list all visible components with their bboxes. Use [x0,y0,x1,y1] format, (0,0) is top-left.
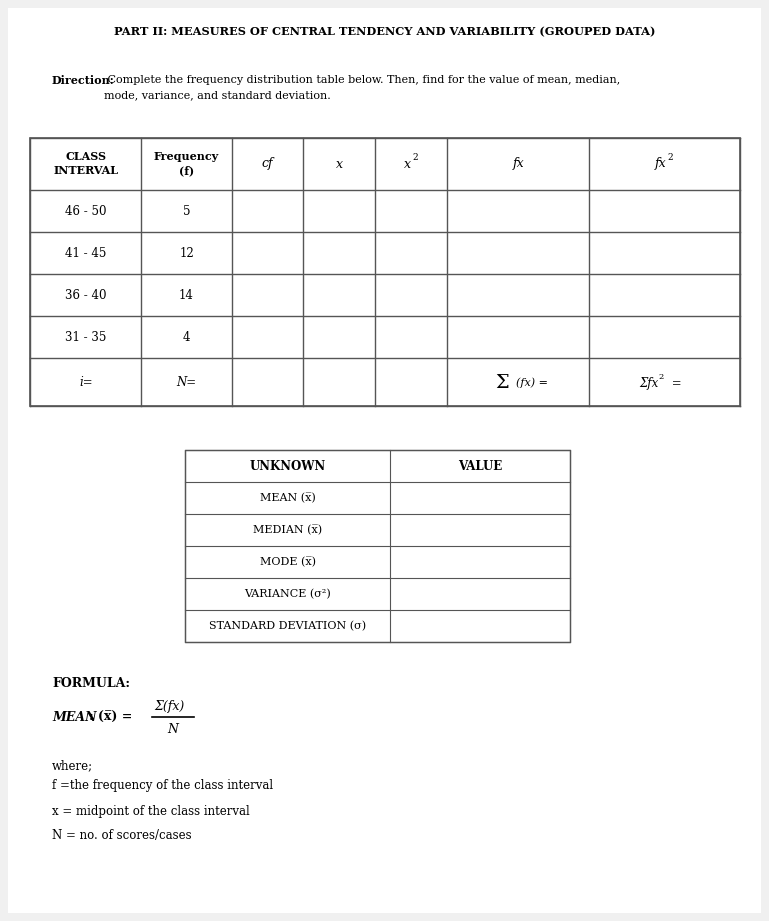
Text: 41 - 45: 41 - 45 [65,247,106,260]
Text: (f): (f) [179,166,194,177]
Text: CLASS: CLASS [65,151,106,162]
Bar [185,450,570,642]
Text: Σ: Σ [495,374,509,392]
Text: N = no. of scores/cases: N = no. of scores/cases [52,829,191,842]
Text: f =the frequency of the class interval: f =the frequency of the class interval [52,779,273,792]
Text: MEDIAN (x̅): MEDIAN (x̅) [253,525,322,535]
Text: =: = [668,377,681,390]
Text: PART II: MEASURES OF CENTRAL TENDENCY AND VARIABILITY (GROUPED DATA): PART II: MEASURES OF CENTRAL TENDENCY AN… [114,27,655,38]
Text: 2: 2 [668,154,674,162]
Text: N: N [168,722,178,736]
Text: 31 - 35: 31 - 35 [65,331,106,344]
Text: VALUE: VALUE [458,460,502,472]
Text: i=: i= [79,376,92,389]
Text: MEAN (x̅): MEAN (x̅) [260,493,315,503]
Text: N=: N= [177,376,197,389]
Text: 14: 14 [179,288,194,301]
Text: fx: fx [655,157,667,170]
Text: x = midpoint of the class interval: x = midpoint of the class interval [52,805,250,818]
Text: Direction:: Direction: [52,75,115,86]
Text: x: x [404,157,411,170]
Text: MEAN: MEAN [52,710,96,724]
Text: 2: 2 [412,154,418,162]
Text: Σfx: Σfx [639,377,658,390]
Text: (fx) =: (fx) = [516,378,548,389]
Text: 46 - 50: 46 - 50 [65,204,106,217]
Text: fx: fx [512,157,524,170]
Text: : (x̅) =: : (x̅) = [89,710,132,724]
Text: 2: 2 [658,373,664,381]
Text: UNKNOWN: UNKNOWN [249,460,325,472]
Text: 12: 12 [179,247,194,260]
Bar [30,138,740,406]
Text: 36 - 40: 36 - 40 [65,288,106,301]
Text: Σ(fx): Σ(fx) [155,700,185,713]
Text: Complete the frequency distribution table below. Then, find for the value of mea: Complete the frequency distribution tabl… [104,75,621,99]
Text: STANDARD DEVIATION (σ): STANDARD DEVIATION (σ) [209,621,366,631]
Text: cf: cf [261,157,273,170]
Text: VARIANCE (σ²): VARIANCE (σ²) [244,589,331,600]
Text: MODE (x̅): MODE (x̅) [259,557,315,567]
Text: where;: where; [52,759,93,772]
Text: INTERVAL: INTERVAL [53,166,118,177]
Text: FORMULA:: FORMULA: [52,677,130,690]
Text: Frequency: Frequency [154,151,219,162]
Text: 4: 4 [183,331,190,344]
Text: x: x [336,157,343,170]
Text: 5: 5 [183,204,190,217]
